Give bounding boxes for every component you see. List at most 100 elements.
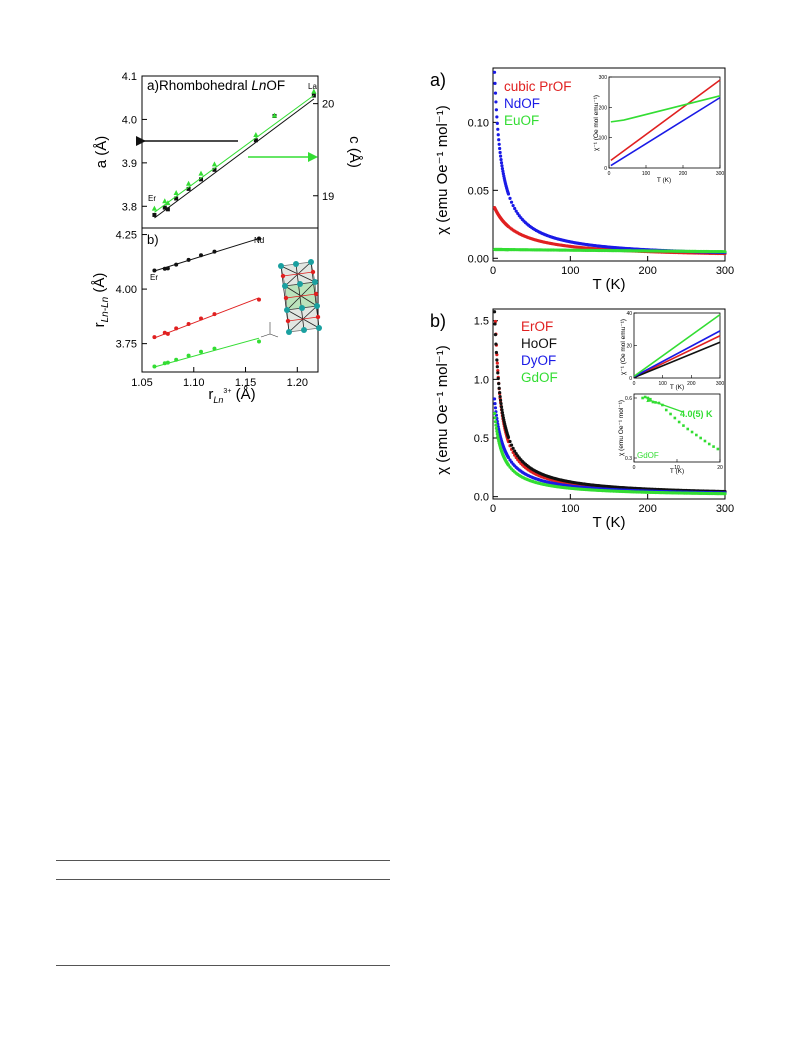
- data-point: [499, 402, 503, 406]
- fit-line: [154, 337, 260, 368]
- left-b-label-nd: Nd: [254, 236, 264, 245]
- data-point: [493, 401, 497, 406]
- left-figure: a)Rhombohedral LnOF b) a (Å) c (Å) rLn-L…: [91, 71, 363, 405]
- legend-item-dyof: DyOF: [521, 353, 556, 368]
- data-point: [494, 342, 498, 346]
- inset-data-point: [643, 395, 647, 399]
- data-point: [185, 180, 192, 186]
- data-point: [253, 131, 259, 137]
- data-point: [496, 369, 500, 373]
- inset-series-line: [633, 313, 721, 378]
- left-a-ylabel-right: c (Å): [346, 136, 363, 168]
- data-point: [162, 198, 168, 204]
- data-point: [492, 70, 497, 74]
- data-point: [499, 157, 503, 162]
- left-b-label-er: Er: [150, 273, 158, 282]
- xtick-label: 1.05: [131, 377, 152, 389]
- series-gdof: [492, 411, 727, 496]
- data-point: [506, 192, 511, 196]
- inset-xtick-label: 10: [674, 465, 680, 471]
- legend-item-euof: EuOF: [504, 113, 539, 128]
- xtick-label: 0: [490, 503, 496, 515]
- data-point: [173, 189, 179, 195]
- data-point: [174, 357, 179, 362]
- ytick-label: 3.9: [122, 158, 137, 170]
- left-a-series: [151, 88, 317, 219]
- right-figure-b: b) χ (emu Oe⁻¹ mol⁻¹) T (K) 0 100 200 3000.…: [430, 308, 734, 531]
- data-point: [493, 322, 497, 326]
- right-b-inset1-ylabel: χ⁻¹ (Oe mol emu⁻¹): [620, 319, 627, 375]
- data-point: [506, 435, 511, 439]
- data-point: [253, 138, 258, 143]
- data-point: [495, 361, 499, 365]
- right-a-inset-frame: [608, 76, 721, 169]
- right-a-panel-label: a): [430, 70, 446, 90]
- data-point: [498, 146, 502, 151]
- legend-item-ndof: NdOF: [504, 96, 540, 111]
- ytick-label: 1.0: [474, 374, 489, 386]
- ytick-label: 1.5: [474, 316, 489, 328]
- right-b-ylabel: χ (emu Oe⁻¹ mol⁻¹): [434, 345, 451, 475]
- left-a-label-la: La: [308, 82, 317, 91]
- data-point: [212, 167, 217, 172]
- inset-ytick-label: 300: [599, 75, 608, 81]
- ytick-label: 0.00: [468, 253, 489, 265]
- data-point: [152, 335, 157, 340]
- left-b-ylabel: rLn-Ln (Å): [91, 273, 111, 328]
- data-point: [212, 346, 217, 351]
- inset-data-point: [649, 397, 652, 401]
- xtick-label: 300: [716, 265, 734, 277]
- data-point: [496, 376, 500, 381]
- data-point: [509, 443, 514, 447]
- data-point: [496, 371, 500, 375]
- fit-line: [154, 98, 315, 219]
- ytick-label: 3.8: [122, 201, 137, 213]
- xtick-label: 1.20: [287, 377, 308, 389]
- data-point: [493, 420, 498, 424]
- data-point: [500, 164, 504, 168]
- data-point: [212, 312, 217, 317]
- data-point: [501, 413, 505, 417]
- data-point: [174, 262, 179, 267]
- data-point: [496, 133, 500, 137]
- data-point: [152, 268, 157, 273]
- data-point: [500, 411, 505, 415]
- inset-series-line: [610, 95, 721, 123]
- data-point: [497, 386, 501, 390]
- ytick-label: 4.00: [116, 284, 137, 296]
- data-point: [498, 398, 503, 402]
- data-point: [492, 397, 497, 401]
- data-point: [511, 203, 515, 208]
- left-a-label-er: Er: [148, 194, 156, 203]
- data-point: [256, 297, 261, 302]
- data-point: [723, 250, 727, 254]
- inset-series-line: [610, 96, 721, 167]
- data-point: [162, 361, 167, 366]
- data-point: [174, 326, 179, 331]
- ytick-label: 4.1: [122, 71, 137, 83]
- xtick-label: 200: [638, 503, 656, 515]
- table-rule-top: [56, 860, 390, 861]
- inset-data-point: [716, 447, 720, 451]
- data-point: [495, 429, 499, 433]
- inset-xtick-label: 100: [658, 381, 667, 387]
- xtick-label: 1.10: [183, 377, 204, 389]
- data-point: [493, 333, 498, 337]
- data-point: [498, 154, 503, 158]
- data-point: [211, 161, 218, 167]
- ytick-label: 4.0: [122, 114, 137, 126]
- data-point: [256, 339, 261, 344]
- right-a-inset-xlabel: T (K): [657, 177, 671, 184]
- data-point: [723, 492, 727, 496]
- data-point: [152, 212, 157, 217]
- left-panel-b-label: b): [147, 232, 159, 247]
- data-point: [494, 100, 498, 104]
- fit-line: [154, 297, 260, 339]
- right-b-frame: [492, 308, 726, 500]
- data-point: [162, 266, 167, 271]
- data-point: [496, 127, 500, 131]
- right-a-legend: cubic PrOF NdOF EuOF: [504, 79, 572, 128]
- right-b-inset2-xlabel: T (K): [670, 468, 684, 475]
- xtick-label: 100: [561, 503, 579, 515]
